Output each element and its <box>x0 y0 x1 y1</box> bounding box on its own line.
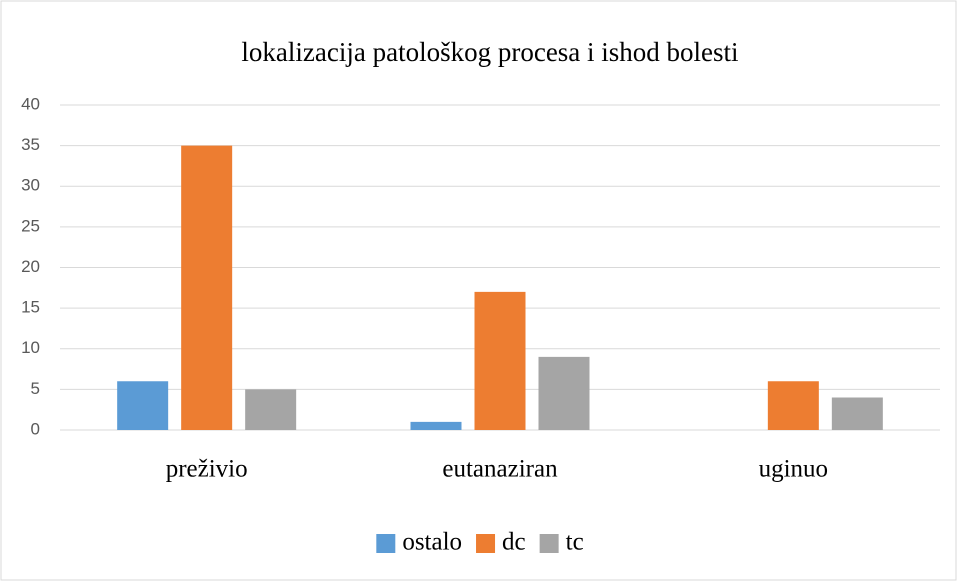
y-tick-label: 20 <box>21 257 40 276</box>
y-tick-label: 25 <box>21 216 40 235</box>
y-tick-label: 15 <box>21 298 40 317</box>
legend-label: ostalo <box>402 529 462 556</box>
legend-swatch <box>376 534 396 553</box>
x-tick-label: preživio <box>166 456 248 483</box>
legend-swatch <box>539 534 559 553</box>
y-tick-label: 30 <box>21 176 40 195</box>
x-tick-label: uginuo <box>759 456 828 483</box>
chart-title: lokalizacija patološkog procesa i ishod … <box>241 37 738 67</box>
bar <box>831 397 883 430</box>
bar <box>767 381 819 430</box>
y-tick-label: 5 <box>31 379 40 398</box>
bar <box>410 421 462 430</box>
x-tick-label: eutanaziran <box>442 456 558 483</box>
legend-label: tc <box>566 529 584 556</box>
y-tick-label: 10 <box>21 338 40 357</box>
legend-swatch <box>476 534 496 553</box>
y-tick-label: 0 <box>31 419 40 438</box>
bar <box>474 291 526 430</box>
bar <box>117 381 169 430</box>
bar <box>245 389 297 430</box>
bar <box>538 356 590 430</box>
y-tick-label: 40 <box>21 94 40 113</box>
legend-label: dc <box>502 529 526 556</box>
bar <box>181 145 233 430</box>
y-tick-label: 35 <box>21 135 40 154</box>
